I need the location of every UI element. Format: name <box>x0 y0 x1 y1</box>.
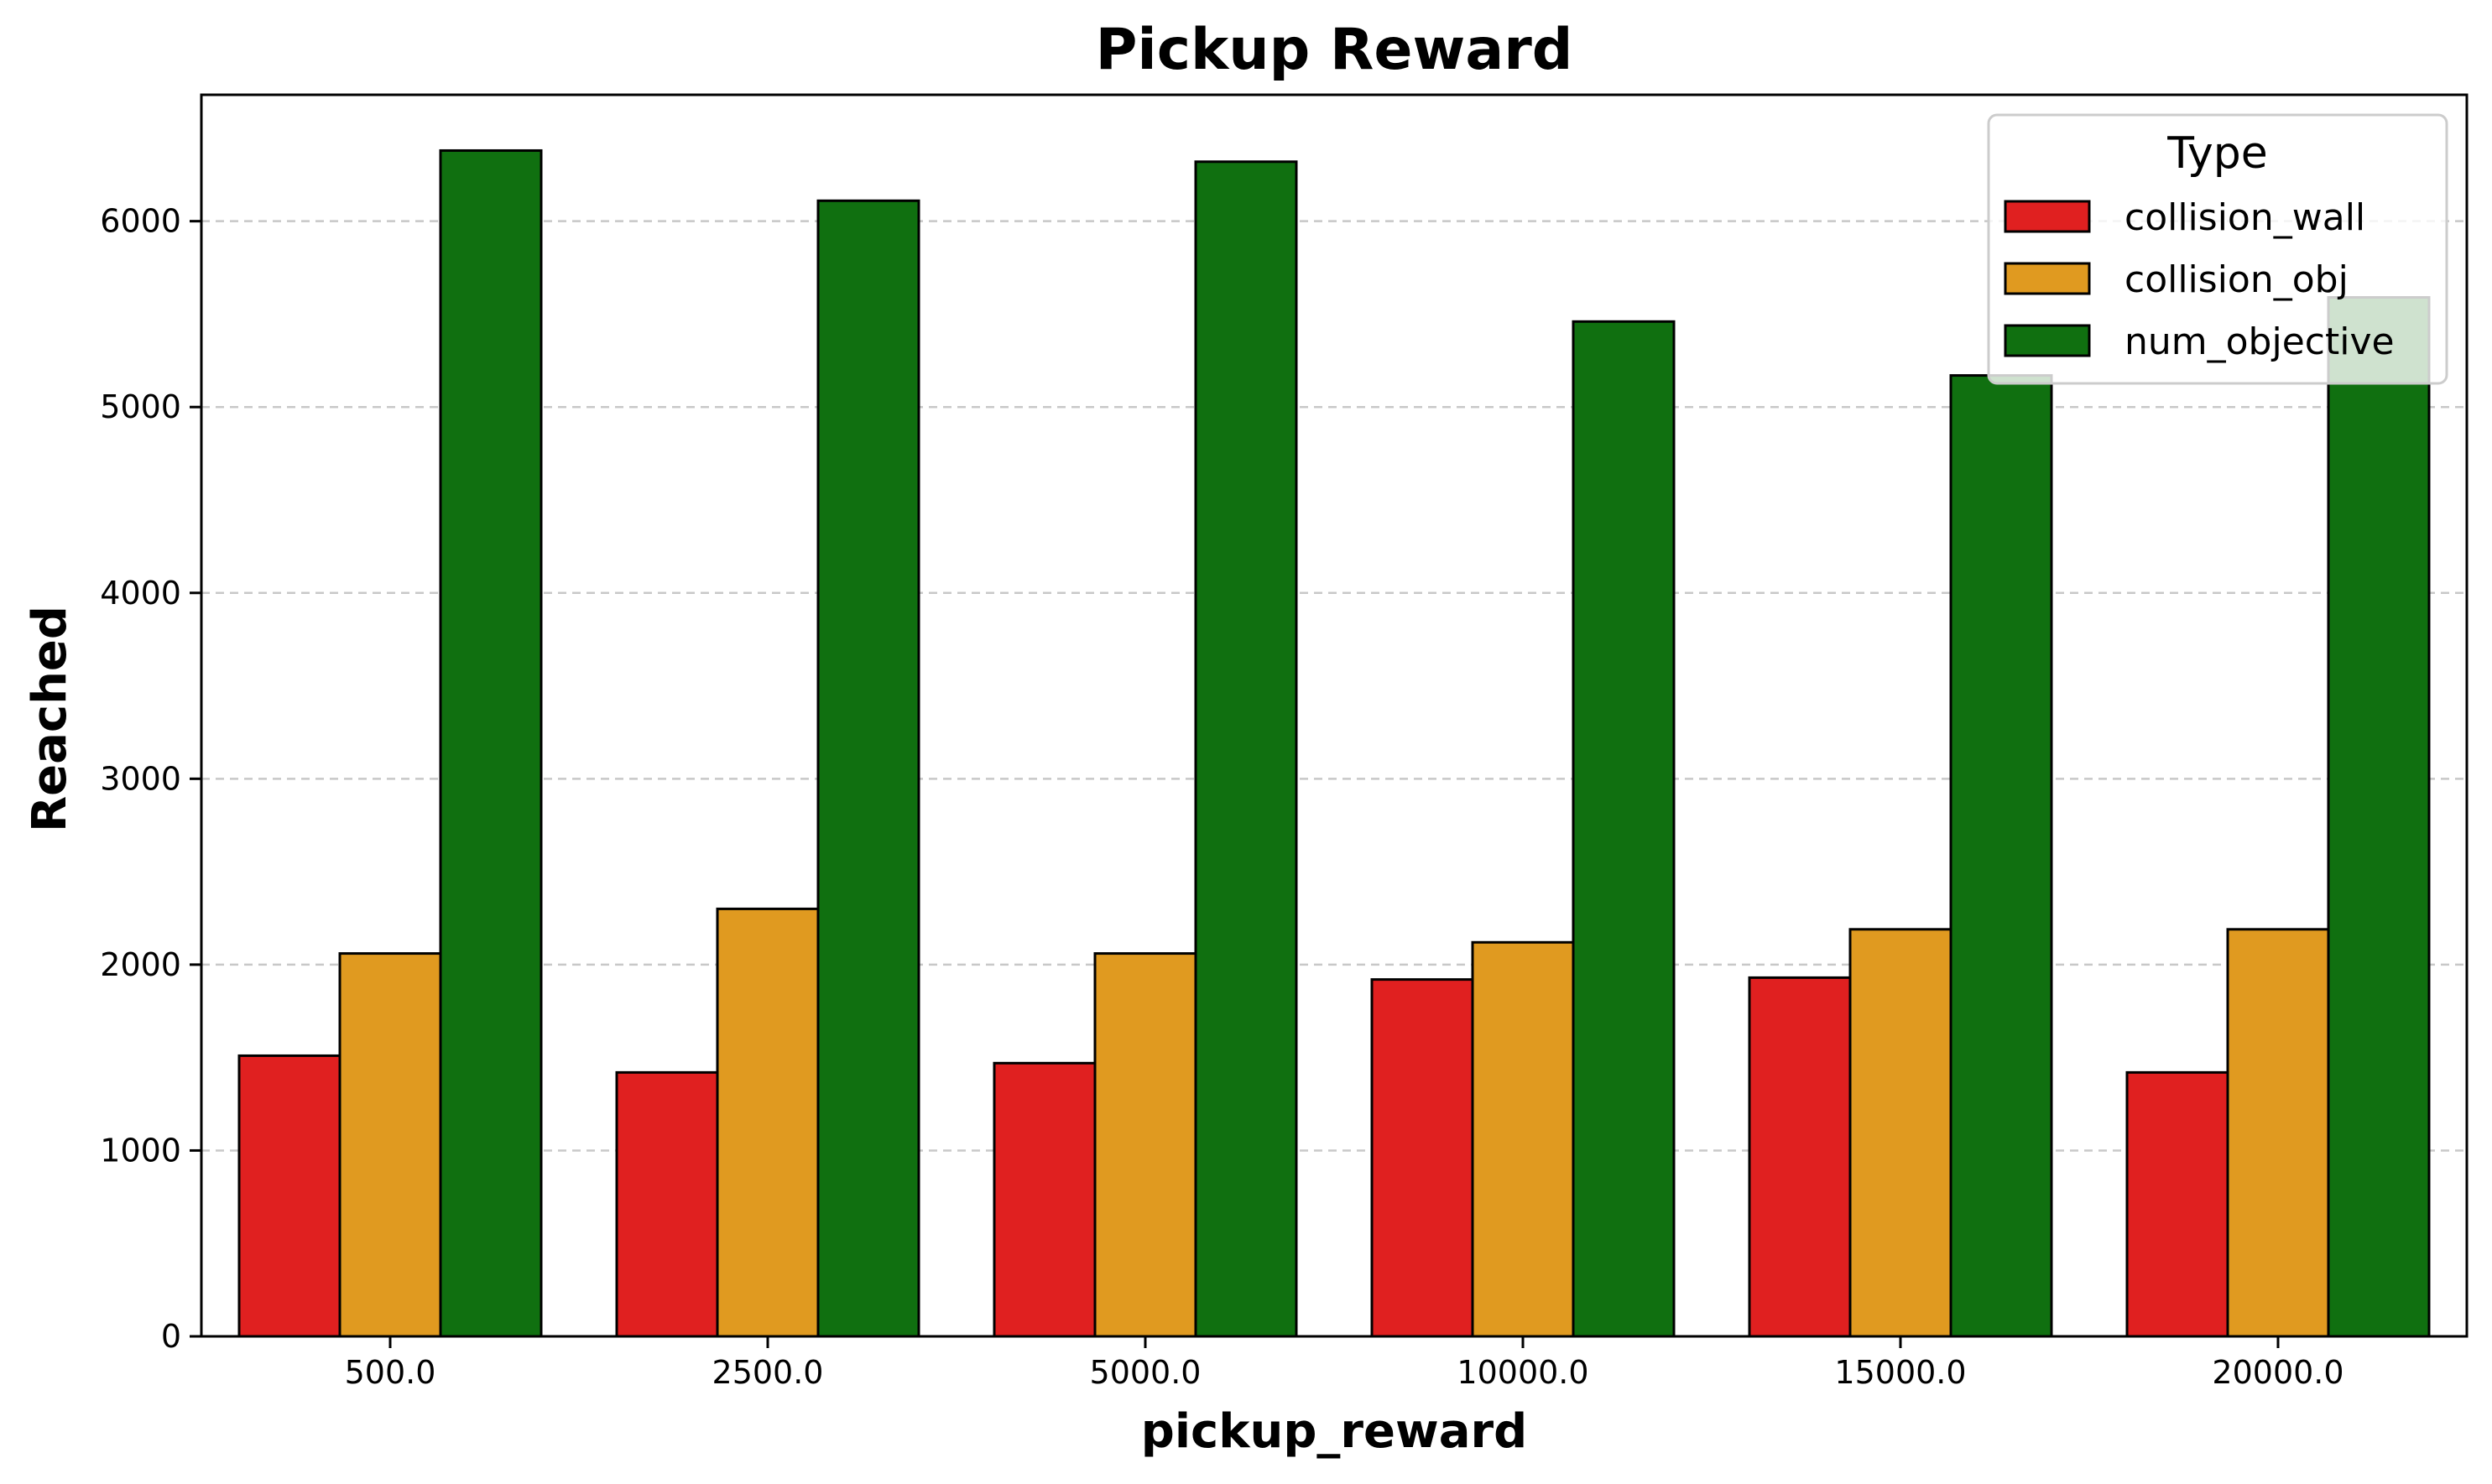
y-tick-label: 3000 <box>100 760 181 797</box>
bar-collision_obj-10000.0 <box>1471 940 1575 1338</box>
x-tick-label: 500.0 <box>345 1354 436 1391</box>
bar-collision_wall-20000.0 <box>2125 1070 2229 1338</box>
bar-collision_obj-500.0 <box>338 952 442 1338</box>
bar-collision_wall-500.0 <box>237 1054 341 1338</box>
y-axis-label: Reached <box>23 606 77 832</box>
legend-swatch-collision_obj <box>2004 262 2091 295</box>
bar-num_objective-2500.0 <box>816 199 920 1338</box>
legend-label-num_objective: num_objective <box>2124 320 2395 363</box>
bar-collision_wall-2500.0 <box>615 1070 719 1338</box>
y-tick-label: 6000 <box>100 203 181 240</box>
x-tick-label: 2500.0 <box>712 1354 824 1391</box>
bar-collision_wall-5000.0 <box>993 1061 1097 1338</box>
bar-collision_obj-2500.0 <box>716 907 820 1338</box>
legend-title: Type <box>2166 128 2267 179</box>
x-tick-label: 10000.0 <box>1457 1354 1588 1391</box>
y-tick-label: 5000 <box>100 388 181 425</box>
legend-swatch-num_objective <box>2004 324 2091 357</box>
gridlines <box>201 220 2467 1152</box>
bar-num_objective-15000.0 <box>1949 374 2053 1338</box>
legend-label-collision_wall: collision_wall <box>2124 196 2365 239</box>
bar-num_objective-20000.0 <box>2327 295 2431 1338</box>
bar-collision_obj-15000.0 <box>1848 928 1952 1338</box>
legend-items: collision_wall collision_obj num_objective <box>2004 196 2395 363</box>
legend: Type collision_wall collision_obj num_obje… <box>1987 113 2448 385</box>
legend-label-collision_obj: collision_obj <box>2124 258 2349 301</box>
bar-num_objective-500.0 <box>439 148 543 1338</box>
y-tick-label: 1000 <box>100 1132 181 1169</box>
bar-collision_wall-10000.0 <box>1370 978 1474 1338</box>
x-tick-label: 5000.0 <box>1090 1354 1202 1391</box>
bar-collision_obj-5000.0 <box>1093 952 1197 1338</box>
bar-num_objective-5000.0 <box>1194 160 1298 1338</box>
bar-collision_wall-15000.0 <box>1748 976 1852 1338</box>
x-tick-label: 15000.0 <box>1834 1354 1966 1391</box>
chart-title: Pickup Reward <box>1096 17 1573 83</box>
x-axis-label: pickup_reward <box>1141 1404 1528 1459</box>
legend-box <box>1987 113 2448 385</box>
axis-ticks: 0 1000 2000 3000 4000 5000 6000 500.0 2500.0 5000… <box>100 203 2343 1391</box>
plot-frame <box>200 93 2469 1338</box>
y-tick-label: 2000 <box>100 946 181 983</box>
bar-num_objective-10000.0 <box>1572 320 1676 1338</box>
bar-collision_obj-20000.0 <box>2226 928 2330 1338</box>
x-tick-label: 20000.0 <box>2212 1354 2343 1391</box>
y-tick-label: 4000 <box>100 575 181 612</box>
legend-swatch-collision_wall <box>2004 200 2091 233</box>
bars <box>237 148 2431 1338</box>
y-tick-label: 0 <box>161 1318 181 1355</box>
